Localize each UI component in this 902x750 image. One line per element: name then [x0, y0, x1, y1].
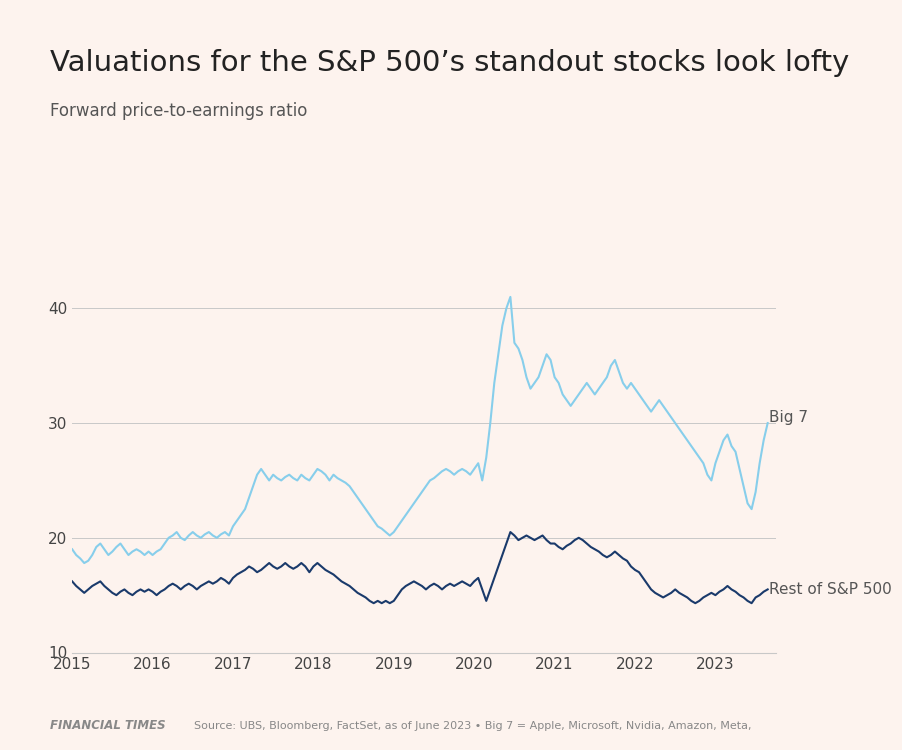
Text: Rest of S&P 500: Rest of S&P 500	[769, 582, 892, 597]
Text: Valuations for the S&P 500’s standout stocks look lofty: Valuations for the S&P 500’s standout st…	[50, 50, 849, 77]
Text: Forward price-to-earnings ratio: Forward price-to-earnings ratio	[50, 102, 307, 120]
Text: FINANCIAL TIMES: FINANCIAL TIMES	[50, 719, 165, 732]
Text: Big 7: Big 7	[769, 410, 808, 424]
Text: Source: UBS, Bloomberg, FactSet, as of June 2023 • Big 7 = Apple, Microsoft, Nvi: Source: UBS, Bloomberg, FactSet, as of J…	[194, 721, 751, 731]
